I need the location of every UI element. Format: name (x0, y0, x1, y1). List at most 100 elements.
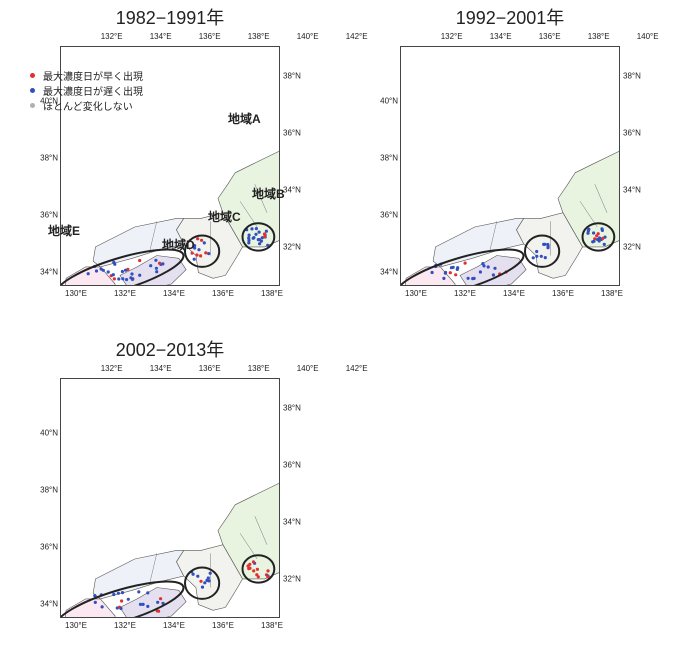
map-panel-2002-2013: 132°E 134°E 136°E 138°E 140°E 142°E 130°E 132°E… (40, 362, 367, 630)
region-circle-e (61, 580, 185, 617)
station-dot-e-15 (94, 269, 99, 273)
map-title-1: 1982−1991年 (115, 8, 225, 28)
station-dot-c-16 (602, 242, 606, 246)
bottom-lon-tick: 138°E (601, 289, 623, 298)
station-dot-d-4 (546, 244, 550, 248)
station-dot-d-0 (535, 254, 539, 258)
region-circle-c (581, 222, 616, 252)
station-dot-c-11 (600, 227, 604, 231)
station-dot-e-16 (93, 600, 97, 604)
station-dot-c-8 (262, 232, 267, 236)
bottom-lon-tick: 134°E (503, 289, 525, 298)
map-title-2: 1992−2001年 (455, 8, 565, 28)
station-dot-c-6 (255, 567, 259, 571)
station-dot-e-17 (146, 604, 150, 608)
station-dot-e-6 (124, 268, 128, 272)
gray-dot-icon (30, 103, 35, 108)
bottom-lon-tick: 130°E (65, 289, 87, 298)
top-lon-tick: 140°E (296, 364, 319, 373)
station-dot-d-11 (195, 253, 199, 257)
region-circle-d (184, 566, 221, 600)
station-dot-d-3 (203, 581, 207, 585)
shikoku-region (119, 255, 187, 285)
station-dot-c-19 (247, 236, 251, 240)
station-dot-d-1 (190, 251, 194, 255)
prefecture-border-5 (254, 184, 268, 213)
station-dot-c-11 (247, 241, 251, 245)
japan-map-svg (61, 150, 279, 285)
bottom-lon-tick: 138°E (261, 621, 283, 630)
station-dot-e-0 (116, 591, 120, 595)
station-dot-c-13 (247, 567, 251, 571)
bottom-lon-tick: 136°E (212, 289, 234, 298)
station-dot-c-15 (586, 231, 590, 235)
station-dot-e-23 (161, 262, 165, 266)
top-lon-tick: 134°E (149, 32, 172, 41)
right-lat-tick: 36°N (623, 128, 641, 138)
legend-item-nochange: ほとんど変化しない (30, 98, 143, 113)
map-panel-1992-2001: 132°E134°E136°E138°E140°E142°E130°E132°E… (380, 30, 658, 298)
station-dot-e-3 (448, 271, 452, 275)
station-dot-c-3 (251, 560, 256, 564)
left-lat-tick: 40°N (40, 96, 58, 106)
top-lon-tick: 138°E (247, 364, 270, 373)
station-dot-e-4 (141, 602, 145, 606)
top-lon-tick: 132°E (440, 32, 463, 41)
station-dot-e-22 (158, 261, 162, 265)
station-dot-d-7 (207, 252, 211, 256)
station-dot-c-2 (254, 232, 258, 236)
station-dot-e-28 (129, 276, 133, 280)
station-dot-c-4 (257, 230, 261, 234)
station-dot-e-13 (430, 270, 434, 275)
station-dot-e-1 (120, 599, 124, 603)
top-lon-tick: 134°E (149, 364, 172, 373)
station-dot-d-7 (531, 256, 535, 260)
right-lat-tick: 34°N (283, 517, 301, 527)
station-dot-e-7 (161, 601, 165, 605)
region-label-a: 地域A (228, 112, 261, 126)
station-dot-c-18 (263, 235, 267, 239)
top-lon-tick: 142°E (345, 32, 368, 41)
station-dot-d-0 (191, 572, 195, 576)
station-dot-d-9 (535, 249, 539, 254)
right-lat-tick: 38°N (623, 71, 641, 81)
station-dot-e-9 (138, 602, 143, 606)
prefecture-border-7 (149, 221, 158, 253)
station-dot-d-5 (193, 244, 197, 248)
station-dot-e-21 (119, 606, 123, 611)
right-lat-tick: 32°N (283, 242, 301, 252)
station-dot-e-29 (138, 258, 142, 263)
station-dot-e-17 (463, 261, 467, 265)
shikoku-region (119, 587, 187, 617)
left-lat-tick: 38°N (40, 153, 58, 163)
legend: 最大濃度日が早く出現 最大濃度日が遅く出現 ほとんど変化しない (30, 68, 143, 113)
station-dot-e-7 (454, 273, 458, 277)
station-dot-c-13 (596, 237, 600, 242)
bottom-lon-tick: 136°E (212, 621, 234, 630)
station-dot-e-10 (120, 591, 125, 595)
bottom-lon-tick: 138°E (261, 289, 283, 298)
station-dot-e-14 (112, 592, 116, 597)
station-dot-e-10 (117, 277, 121, 281)
station-dot-d-10 (200, 238, 204, 242)
left-lat-tick: 36°N (380, 210, 398, 220)
station-dot-e-27 (111, 273, 115, 277)
station-dot-d-0 (197, 248, 201, 252)
bottom-lon-tick: 132°E (114, 621, 136, 630)
right-lat-tick: 38°N (283, 403, 301, 413)
station-dot-e-24 (493, 266, 497, 270)
station-dot-d-3 (543, 256, 547, 260)
station-dot-d-8 (204, 251, 208, 255)
prefecture-border-7 (149, 553, 158, 585)
legend-item-early: 最大濃度日が早く出現 (30, 68, 143, 83)
bottom-lon-tick: 130°E (65, 621, 87, 630)
left-lat-tick: 34°N (40, 599, 58, 609)
station-dot-e-5 (157, 609, 161, 613)
top-lon-tick: 136°E (198, 32, 221, 41)
top-lon-tick: 142°E (345, 364, 368, 373)
station-dot-d-6 (542, 242, 546, 246)
bottom-lon-tick: 132°E (114, 289, 136, 298)
station-dot-d-6 (193, 246, 197, 250)
legend-label-nochange: ほとんど変化しない (43, 102, 133, 113)
station-dot-e-21 (106, 270, 110, 274)
